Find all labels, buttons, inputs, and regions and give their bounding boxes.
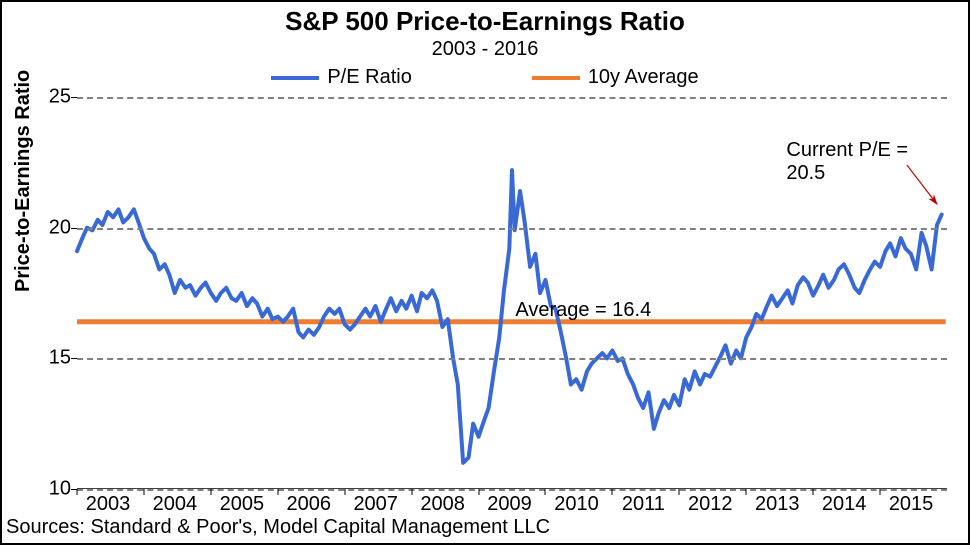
y-tick-label: 15: [37, 347, 71, 370]
x-tick-mark: [277, 489, 278, 495]
average-annotation: Average = 16.4: [515, 299, 651, 322]
x-tick-mark: [746, 489, 747, 495]
x-tick-mark: [679, 489, 680, 495]
chart-title: S&P 500 Price-to-Earnings Ratio: [2, 6, 968, 37]
x-tick-mark: [880, 489, 881, 495]
x-tick-label: 2003: [86, 489, 131, 516]
legend-swatch-avg: [532, 76, 580, 80]
x-tick-mark: [344, 489, 345, 495]
x-tick-mark: [77, 489, 78, 495]
legend-label-pe: P/E Ratio: [327, 66, 411, 89]
x-tick-mark: [143, 489, 144, 495]
x-tick-mark: [478, 489, 479, 495]
gridline: [77, 358, 947, 360]
x-tick-mark: [411, 489, 412, 495]
x-tick-label: 2004: [153, 489, 198, 516]
current-annotation: Current P/E = 20.5: [786, 139, 947, 185]
x-tick-label: 2013: [755, 489, 800, 516]
legend-label-avg: 10y Average: [588, 66, 699, 89]
x-tick-label: 2006: [287, 489, 332, 516]
x-tick-label: 2005: [220, 489, 265, 516]
y-tick-mark: [71, 97, 77, 98]
x-tick-label: 2014: [822, 489, 867, 516]
x-tick-mark: [545, 489, 546, 495]
x-tick-mark: [813, 489, 814, 495]
y-tick-label: 25: [37, 86, 71, 109]
legend-item-pe: P/E Ratio: [271, 66, 411, 89]
chart-frame: S&P 500 Price-to-Earnings Ratio 2003 - 2…: [0, 0, 970, 545]
x-tick-label: 2009: [487, 489, 532, 516]
x-tick-label: 2011: [622, 489, 665, 516]
x-tick-mark: [210, 489, 211, 495]
x-tick-label: 2015: [889, 489, 934, 516]
plot-area: 1015202520032004200520062007200820092010…: [77, 97, 947, 489]
chart-legend: P/E Ratio 10y Average: [2, 66, 968, 89]
x-tick-label: 2012: [688, 489, 733, 516]
x-tick-label: 2008: [420, 489, 465, 516]
gridline: [77, 228, 947, 230]
y-axis-title: Price-to-Earnings Ratio: [12, 70, 35, 292]
x-tick-label: 2010: [554, 489, 599, 516]
chart-subtitle: 2003 - 2016: [2, 38, 968, 61]
y-tick-label: 20: [37, 216, 71, 239]
y-tick-label: 10: [37, 478, 71, 501]
y-tick-mark: [71, 228, 77, 229]
x-tick-label: 2007: [353, 489, 398, 516]
x-tick-mark: [612, 489, 613, 495]
gridline: [77, 97, 947, 99]
legend-swatch-pe: [271, 76, 319, 80]
pe-ratio-line: [77, 170, 942, 463]
y-tick-mark: [71, 358, 77, 359]
legend-item-avg: 10y Average: [532, 66, 699, 89]
chart-source: Sources: Standard & Poor's, Model Capita…: [6, 516, 550, 539]
